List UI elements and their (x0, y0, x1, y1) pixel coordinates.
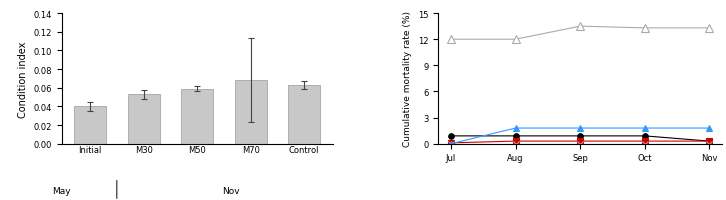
Bar (181, 89, 213, 144)
Line: M70-2: M70-2 (447, 125, 713, 147)
Text: May: May (52, 186, 71, 195)
M70-2 (511, 127, 520, 130)
Y-axis label: Cumulative mortality rate (%): Cumulative mortality rate (%) (403, 11, 412, 147)
Bar (128, 95, 160, 144)
Bar (288, 86, 320, 144)
M70-2 (705, 127, 714, 130)
Text: Nov: Nov (222, 186, 240, 195)
Line: M70-1: M70-1 (447, 141, 713, 147)
Bar (234, 81, 266, 144)
M30-1 (576, 135, 584, 137)
M30-1 (640, 135, 649, 137)
Line: M50: M50 (446, 23, 714, 44)
M70-2 (446, 143, 455, 145)
M70-2 (640, 127, 649, 130)
M50 (511, 39, 520, 41)
M50 (640, 28, 649, 30)
M30-2 (640, 140, 649, 143)
M70-1 (446, 143, 455, 145)
M30-2 (705, 140, 714, 143)
M70-1 (640, 143, 649, 145)
Bar (74, 107, 106, 144)
M30-1 (511, 135, 520, 137)
M30-2 (511, 140, 520, 143)
Line: M30-2: M30-2 (448, 139, 712, 146)
M50 (705, 28, 714, 30)
M50 (446, 39, 455, 41)
M70-1 (511, 143, 520, 145)
M30-2 (576, 140, 584, 143)
M30-1 (705, 140, 714, 143)
Line: M30-1: M30-1 (448, 133, 712, 144)
M30-1 (446, 135, 455, 137)
M70-2 (576, 127, 584, 130)
M70-1 (705, 143, 714, 145)
M30-2 (446, 142, 455, 144)
Y-axis label: Condition index: Condition index (18, 41, 28, 117)
M70-1 (576, 143, 584, 145)
M50 (576, 26, 584, 28)
